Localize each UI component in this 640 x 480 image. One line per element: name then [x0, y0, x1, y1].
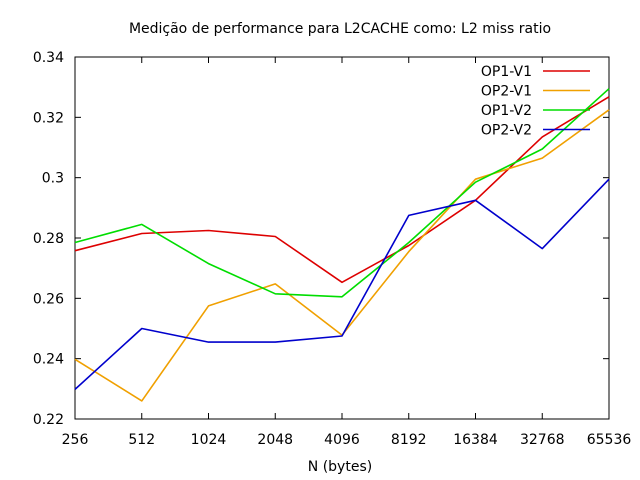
legend-label: OP2-V2 [481, 123, 532, 139]
legend-label: OP1-V2 [481, 103, 532, 119]
x-tick-label: 1024 [191, 432, 227, 448]
x-tick-label: 2048 [257, 432, 293, 448]
x-axis-label: N (bytes) [308, 459, 372, 475]
x-tick-label: 8192 [391, 432, 427, 448]
y-tick-label: 0.22 [33, 412, 64, 428]
y-tick-label: 0.34 [33, 50, 64, 66]
series-line-op2-v1 [74, 109, 610, 402]
x-tick-label: 512 [128, 432, 155, 448]
x-tick-label: 256 [62, 432, 89, 448]
legend-label: OP2-V1 [481, 84, 532, 100]
x-axis: 256 512 1024 2048 4096 8192 16384 32768 65536 [62, 57, 632, 448]
y-tick-label: 0.26 [33, 291, 64, 307]
y-tick-label: 0.3 [42, 171, 64, 187]
y-tick-label: 0.28 [33, 231, 64, 247]
series-line-op2-v2 [74, 178, 610, 390]
series-line-op1-v1 [74, 96, 610, 284]
x-tick-label: 16384 [453, 432, 498, 448]
x-tick-label: 65536 [587, 432, 632, 448]
series-line-op1-v2 [74, 88, 610, 298]
chart-title: Medição de performance para L2CACHE como… [129, 21, 551, 37]
y-tick-label: 0.24 [33, 352, 64, 368]
y-axis: 0.22 0.24 0.26 0.28 0.3 0.32 0.34 [33, 50, 609, 428]
series-lines [74, 88, 610, 402]
x-tick-label: 32768 [520, 432, 565, 448]
legend-label: OP1-V1 [481, 64, 532, 80]
x-tick-label: 4096 [324, 432, 360, 448]
legend: OP1-V1 OP2-V1 OP1-V2 OP2-V2 [481, 64, 590, 139]
y-tick-label: 0.32 [33, 110, 64, 126]
